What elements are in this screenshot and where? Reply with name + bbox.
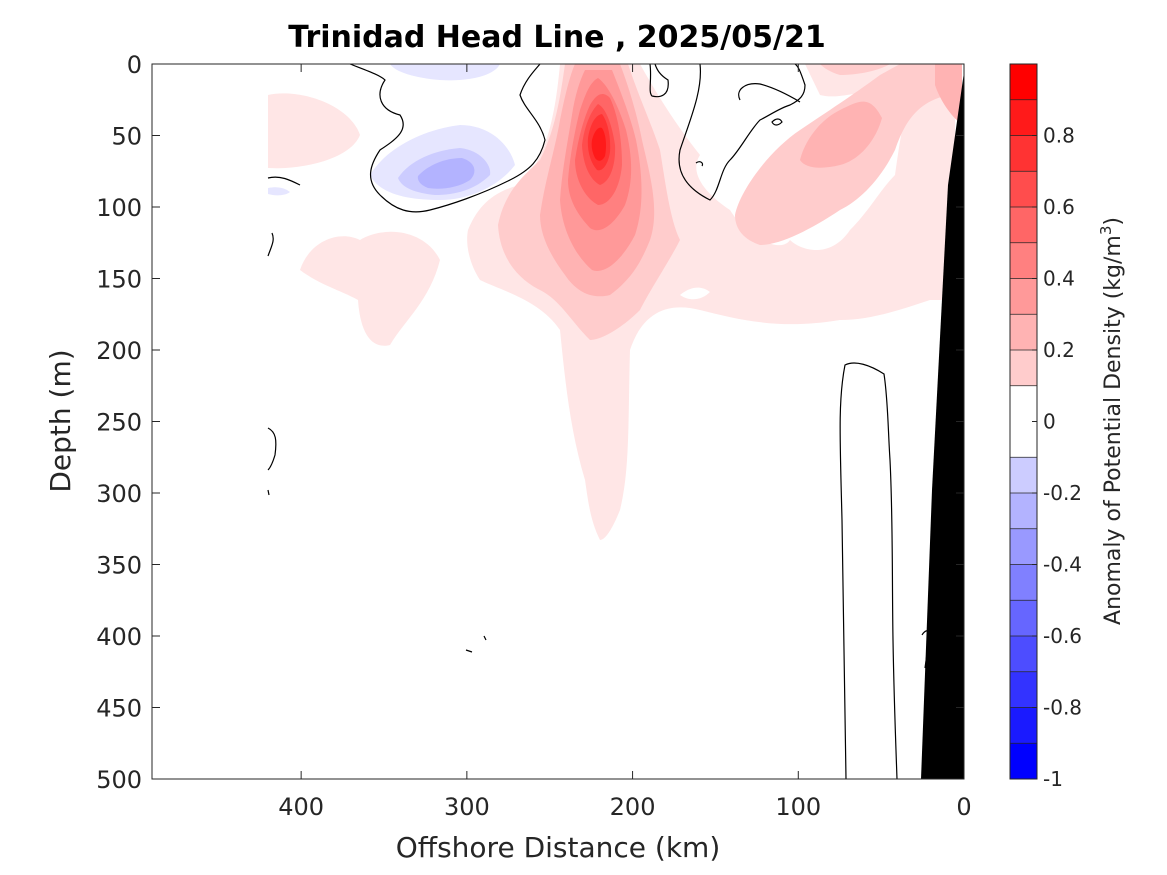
contour-line-zero-6 xyxy=(771,118,783,126)
y-tick-label: 200 xyxy=(96,337,142,365)
contour-line-zero-1 xyxy=(349,64,546,213)
colorbar-bin-positive xyxy=(1010,350,1037,386)
colorbar-tick-label: -0.6 xyxy=(1043,624,1082,648)
colorbar-bin-negative xyxy=(1010,564,1037,601)
colorbar-bin-negative xyxy=(1010,457,1037,493)
y-tick-label: 500 xyxy=(96,766,142,794)
colorbar-tick-label: 0.2 xyxy=(1043,338,1075,362)
colorbar-bin-negative xyxy=(1010,636,1037,672)
contour-fills xyxy=(268,64,962,540)
contour-line-zero-12 xyxy=(839,362,898,779)
x-tick-label: 0 xyxy=(956,793,971,821)
colorbar-bin-positive xyxy=(1010,99,1037,136)
contour-fill-pos-09 xyxy=(591,127,606,161)
y-axis-label: Depth (m) xyxy=(44,349,77,492)
colorbar-bin-negative xyxy=(1010,707,1037,744)
colorbar-tick-label: -0.8 xyxy=(1043,696,1082,720)
colorbar-bin-positive xyxy=(1010,171,1037,207)
y-tick-label: 300 xyxy=(96,480,142,508)
colorbar-tick-label: 0.8 xyxy=(1043,124,1075,148)
x-tick-label: 100 xyxy=(775,793,821,821)
y-tick-label: 150 xyxy=(96,266,142,294)
colorbar-bin-positive xyxy=(1010,135,1037,172)
contour-line-zero-3 xyxy=(678,64,806,201)
x-tick-label: 300 xyxy=(444,793,490,821)
contour-fill-neg-03 xyxy=(417,158,475,189)
plot-area: 400 300 200 100 0 0 50 100 150 200 250 300 350 400 45… xyxy=(96,51,971,821)
y-tick-label: 350 xyxy=(96,552,142,580)
colorbar-bin-positive xyxy=(1010,278,1037,315)
x-tick-label: 200 xyxy=(610,793,656,821)
y-tick-label: 0 xyxy=(127,51,142,79)
colorbar-bin-positive xyxy=(1010,242,1037,279)
colorbar-bin-negative xyxy=(1010,528,1037,565)
colorbar-bin-positive xyxy=(1010,207,1037,243)
contour-line-zero-2 xyxy=(649,64,669,98)
contour-line-zero-8 xyxy=(267,232,274,257)
colorbar-bin-negative xyxy=(1010,671,1037,708)
x-axis: 400 300 200 100 0 xyxy=(278,64,972,821)
y-tick-label: 450 xyxy=(96,695,142,723)
y-axis: 0 50 100 150 200 250 300 350 400 450 500 xyxy=(96,51,964,794)
colorbar-bin-negative xyxy=(1010,743,1037,779)
y-tick-label: 250 xyxy=(96,409,142,437)
contour-fill-pos-03 xyxy=(540,64,962,297)
zero-contours xyxy=(267,64,931,779)
colorbar-tick-label: 0 xyxy=(1043,410,1056,434)
contour-line-zero-9 xyxy=(267,427,277,471)
x-tick-label: 400 xyxy=(278,793,324,821)
colorbar-bin-positive xyxy=(1010,314,1037,350)
x-axis-label: Offshore Distance (km) xyxy=(396,831,721,864)
colorbar-tick-label: 0.6 xyxy=(1043,195,1075,219)
contour-hole xyxy=(680,287,710,300)
colorbar-tick-label: 0.4 xyxy=(1043,267,1075,291)
contour-line-zero-5 xyxy=(695,161,704,167)
colorbar-bin-negative xyxy=(1010,493,1037,529)
y-tick-label: 400 xyxy=(96,623,142,651)
contour-line-zero-11 xyxy=(465,635,487,653)
colorbar-label: Anomaly of Potential Density (kg/m3) xyxy=(1097,217,1126,625)
y-tick-label: 50 xyxy=(111,123,142,151)
colorbar: 0.8 0.6 0.4 0.2 0 -0.2 -0.4 -0.6 -0.8 -1 xyxy=(1009,63,1082,791)
contour-line-zero-7 xyxy=(267,176,301,186)
colorbar-bin-positive xyxy=(1010,64,1037,100)
colorbar-tick-label: -0.2 xyxy=(1043,481,1082,505)
colorbar-tick-label: -1 xyxy=(1043,767,1063,791)
colorbar-bin-negative xyxy=(1010,600,1037,636)
chart-title: Trinidad Head Line , 2025/05/21 xyxy=(288,20,825,55)
y-tick-label: 100 xyxy=(96,194,142,222)
contour-line-zero-10 xyxy=(267,489,270,496)
contour-line-zero-4 xyxy=(738,83,801,103)
seafloor-bathymetry xyxy=(921,72,964,779)
colorbar-tick-label: -0.4 xyxy=(1043,553,1082,577)
